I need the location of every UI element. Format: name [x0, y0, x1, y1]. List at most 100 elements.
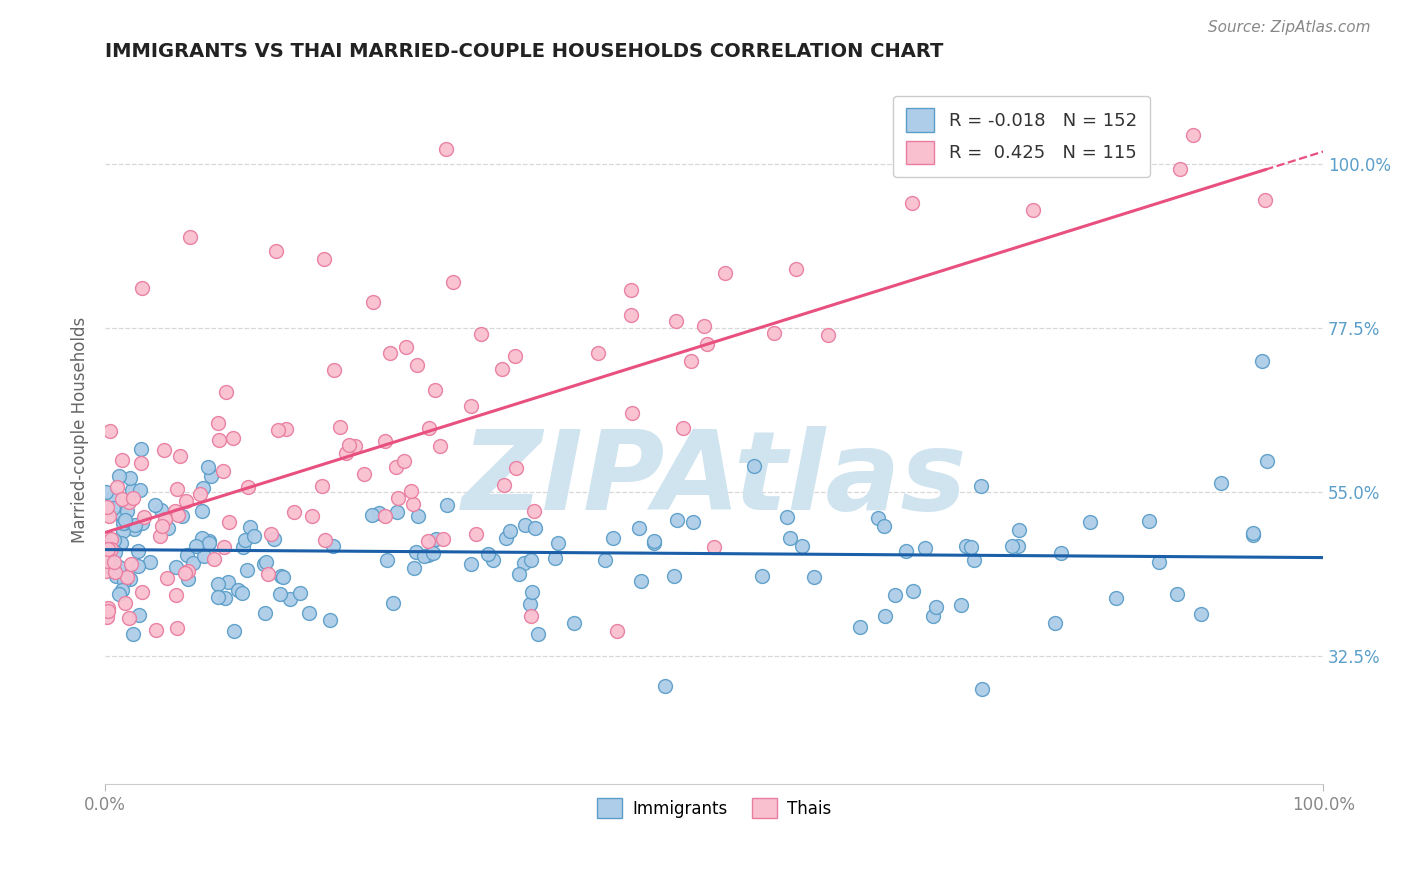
Point [174, 566, 197, 581]
Point [519, 597, 541, 611]
Point [120, 557, 142, 571]
Point [231, 586, 253, 600]
Point [266, 423, 288, 437]
Point [127, 558, 149, 573]
Point [129, 442, 152, 456]
Point [508, 567, 530, 582]
Point [169, 449, 191, 463]
Point [104, 569, 127, 583]
Point [198, 534, 221, 549]
Point [322, 363, 344, 377]
Point [96, 500, 118, 514]
Point [441, 275, 464, 289]
Point [104, 545, 127, 559]
Point [271, 570, 294, 584]
Point [803, 570, 825, 584]
Point [263, 532, 285, 546]
Point [166, 508, 188, 523]
Point [970, 479, 993, 493]
Point [179, 229, 201, 244]
Point [96, 554, 118, 568]
Point [200, 469, 222, 483]
Point [217, 574, 239, 589]
Point [423, 383, 446, 397]
Point [900, 195, 922, 210]
Point [176, 572, 198, 586]
Point [163, 503, 186, 517]
Point [257, 566, 280, 581]
Point [543, 550, 565, 565]
Point [418, 548, 440, 562]
Point [314, 533, 336, 547]
Text: Source: ZipAtlas.com: Source: ZipAtlas.com [1208, 20, 1371, 35]
Point [429, 439, 451, 453]
Point [562, 615, 585, 630]
Point [211, 464, 233, 478]
Point [103, 533, 125, 547]
Point [108, 559, 131, 574]
Point [111, 509, 134, 524]
Point [665, 513, 688, 527]
Point [108, 587, 131, 601]
Point [117, 611, 139, 625]
Point [1049, 545, 1071, 559]
Point [191, 531, 214, 545]
Point [1139, 514, 1161, 528]
Point [949, 598, 972, 612]
Point [290, 585, 312, 599]
Point [193, 549, 215, 563]
Point [513, 556, 536, 570]
Point [520, 609, 543, 624]
Point [1022, 203, 1045, 218]
Point [955, 539, 977, 553]
Point [207, 591, 229, 605]
Point [654, 679, 676, 693]
Point [96, 610, 118, 624]
Point [155, 511, 177, 525]
Point [111, 516, 134, 530]
Point [498, 524, 520, 538]
Point [381, 596, 404, 610]
Point [97, 535, 120, 549]
Point [224, 624, 246, 639]
Point [681, 353, 703, 368]
Point [491, 361, 513, 376]
Point [111, 491, 134, 506]
Point [138, 556, 160, 570]
Point [696, 336, 718, 351]
Point [104, 566, 127, 580]
Point [311, 479, 333, 493]
Point [214, 591, 236, 606]
Point [152, 518, 174, 533]
Point [477, 547, 499, 561]
Point [212, 540, 235, 554]
Point [131, 281, 153, 295]
Point [129, 456, 152, 470]
Point [97, 558, 120, 573]
Point [114, 513, 136, 527]
Point [238, 480, 260, 494]
Point [121, 627, 143, 641]
Point [253, 607, 276, 621]
Point [112, 574, 135, 588]
Point [751, 569, 773, 583]
Point [1001, 539, 1024, 553]
Text: ZIPAtlas: ZIPAtlas [461, 426, 967, 533]
Point [166, 621, 188, 635]
Point [643, 536, 665, 550]
Point [254, 555, 277, 569]
Point [124, 518, 146, 533]
Point [97, 542, 120, 557]
Point [630, 574, 652, 588]
Point [922, 609, 945, 624]
Point [664, 569, 686, 583]
Point [588, 346, 610, 360]
Point [269, 587, 291, 601]
Point [318, 613, 340, 627]
Point [314, 252, 336, 266]
Point [153, 442, 176, 457]
Point [101, 490, 124, 504]
Point [176, 494, 198, 508]
Point [422, 546, 444, 560]
Point [298, 606, 321, 620]
